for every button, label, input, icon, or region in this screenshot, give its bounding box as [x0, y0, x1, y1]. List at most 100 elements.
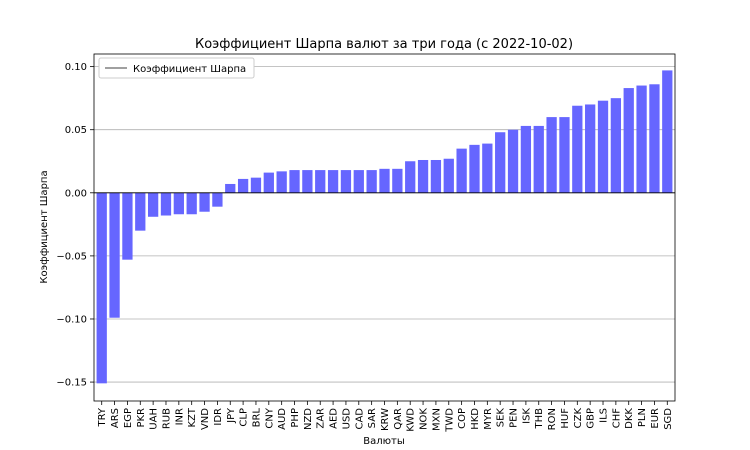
- x-tick-label: INR: [174, 408, 185, 425]
- x-axis-label: Валюты: [363, 436, 405, 447]
- bar-cad: [353, 170, 364, 193]
- bar-krw: [379, 168, 390, 193]
- x-tick-label: PLN: [637, 408, 648, 427]
- x-tick-label: PKR: [136, 408, 147, 428]
- bars-layer: [96, 70, 673, 384]
- x-tick-label: UAH: [149, 408, 160, 430]
- x-tick-label: TRY: [97, 407, 108, 427]
- x-tick-label: USD: [341, 408, 352, 430]
- bar-myr: [482, 143, 493, 193]
- x-tick-label: PHP: [290, 408, 301, 428]
- bar-qar: [392, 168, 403, 193]
- x-tick-label: HKD: [470, 408, 481, 430]
- bar-dkk: [623, 88, 634, 193]
- bar-ron: [546, 117, 557, 193]
- bar-idr: [212, 192, 223, 207]
- bar-aed: [327, 170, 339, 193]
- bar-inr: [173, 192, 184, 215]
- bar-sar: [366, 170, 377, 193]
- x-tick-label: CLP: [239, 408, 250, 427]
- x-tick-label: ZAR: [316, 408, 327, 429]
- bar-hkd: [469, 144, 480, 193]
- y-tick-label: −0.10: [56, 314, 87, 325]
- chart-title: Коэффициент Шарпа валют за три года (с 2…: [195, 37, 573, 52]
- y-tick-label: −0.15: [56, 378, 87, 389]
- x-tick-label: BRL: [251, 408, 262, 428]
- x-tick-label: GBP: [586, 408, 597, 429]
- x-tick-label: ARS: [110, 408, 121, 428]
- x-tick-label: JPY: [226, 407, 237, 424]
- x-tick-label: NZD: [303, 408, 314, 430]
- x-tick-label: CNY: [264, 407, 275, 428]
- x-tick-label: SAR: [367, 408, 378, 428]
- x-tick-label: HUF: [560, 408, 571, 429]
- x-tick-label: IDR: [213, 408, 224, 426]
- legend-box: [98, 57, 255, 79]
- x-tick-label: AED: [329, 408, 340, 429]
- bar-sgd: [662, 70, 673, 193]
- bar-thb: [533, 125, 544, 193]
- bar-php: [289, 170, 300, 193]
- bar-clp: [237, 178, 249, 193]
- y-tick-label: −0.05: [56, 251, 87, 262]
- bar-nzd: [302, 170, 313, 193]
- x-tick-label: EUR: [650, 408, 661, 429]
- bar-aud: [276, 171, 287, 193]
- x-tick-label: MXN: [431, 408, 442, 431]
- bar-kwd: [405, 161, 416, 193]
- x-tick-label: VND: [200, 408, 211, 430]
- bar-mxn: [430, 159, 442, 193]
- bar-ils: [597, 100, 609, 193]
- plot-frame: [93, 53, 676, 402]
- x-tick-label: PEN: [509, 408, 520, 428]
- x-tick-label: KRW: [380, 408, 391, 431]
- bar-eur: [649, 84, 660, 193]
- x-tick-label: COP: [457, 408, 468, 429]
- x-tick-label: NOK: [419, 408, 430, 430]
- bar-pln: [636, 85, 647, 193]
- y-axis-label: Коэффициент Шарпа: [39, 170, 50, 283]
- x-tick-label: TWD: [444, 408, 455, 433]
- bar-isk: [520, 125, 532, 193]
- bar-gbp: [585, 104, 596, 193]
- bar-usd: [340, 170, 352, 193]
- bar-brl: [250, 177, 262, 193]
- x-tick-label: SEK: [496, 408, 507, 428]
- x-tick-label: QAR: [393, 408, 404, 430]
- x-tick-label: EGP: [123, 408, 134, 428]
- bar-rub: [160, 192, 172, 216]
- x-tick-label: CAD: [354, 408, 365, 430]
- x-tick-label: KWD: [406, 408, 417, 432]
- legend-label: Коэффициент Шарпа: [133, 64, 246, 75]
- y-tick-label: 0.00: [65, 188, 87, 199]
- bar-uah: [147, 192, 159, 217]
- bar-czk: [572, 105, 583, 193]
- x-tick-label: RUB: [161, 408, 172, 429]
- x-tick-label: MYR: [483, 408, 494, 430]
- x-tick-label: AUD: [277, 408, 288, 430]
- bar-cny: [263, 172, 274, 193]
- x-tick-label: RON: [547, 408, 558, 430]
- bar-nok: [417, 159, 429, 193]
- bar-twd: [443, 158, 454, 193]
- bar-try: [96, 192, 107, 384]
- x-tick-label: ILS: [599, 408, 610, 423]
- x-tick-label: CHF: [611, 408, 622, 429]
- x-tick-label: DKK: [624, 408, 635, 429]
- bar-ars: [109, 192, 120, 318]
- bar-zar: [315, 170, 326, 193]
- bar-pen: [507, 129, 519, 193]
- x-tick-label: KZT: [187, 407, 198, 427]
- bar-vnd: [199, 192, 210, 212]
- bar-huf: [559, 117, 570, 193]
- bar-kzt: [186, 192, 197, 215]
- y-tick-label: 0.10: [65, 62, 87, 73]
- bar-cop: [456, 148, 467, 193]
- x-tick-label: THB: [534, 408, 545, 430]
- bar-sek: [495, 132, 506, 193]
- x-tick-label: CZK: [573, 408, 584, 429]
- y-tick-label: 0.05: [65, 125, 87, 136]
- x-tick-label: ISK: [521, 408, 532, 424]
